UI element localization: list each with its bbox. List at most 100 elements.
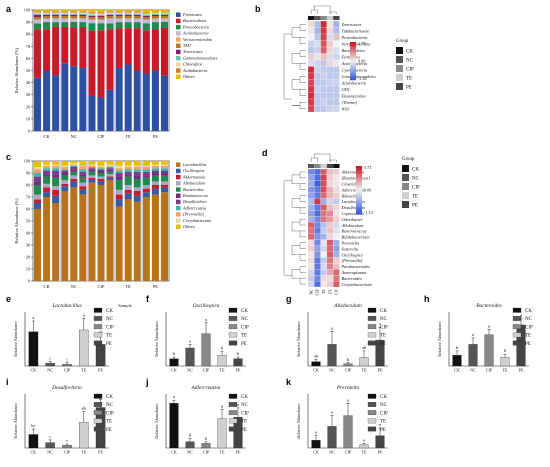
c-bar-segment (70, 169, 78, 172)
h-legend-label: NC (525, 317, 533, 322)
a-bar-segment (43, 29, 51, 71)
b-heat-cell (333, 33, 340, 41)
b-heat-cell (326, 105, 334, 113)
d-group-annotation (320, 164, 327, 168)
d-row-label: Ruminococcus (341, 229, 367, 234)
h-sig-letter: b (504, 348, 507, 353)
d-heat-cell (307, 198, 315, 205)
c-bar-segment (70, 171, 78, 176)
g-legend-label: PE (380, 342, 386, 347)
f-legend-swatch (228, 332, 238, 338)
b-scale-step (350, 47, 356, 50)
d-group-annotation (333, 164, 340, 168)
c-bar-segment (160, 165, 169, 169)
b-dendrogram-branch (299, 50, 306, 57)
a-bar-segment (79, 13, 87, 15)
b-legend-label: PE (406, 86, 412, 91)
b-heat-cell (333, 85, 340, 93)
d-heat-cell (320, 239, 328, 246)
c-xtick-label: CK (44, 284, 51, 289)
c-bar-segment (61, 183, 69, 187)
b-heat-cell (307, 105, 315, 113)
c-bar-segment (97, 168, 105, 170)
b-heat-cell (314, 105, 321, 113)
a-bar-segment (124, 18, 132, 23)
d-heat-cell (326, 210, 334, 217)
e-legend-swatch (93, 332, 103, 338)
c-ytick-label: 60 (26, 207, 30, 212)
d-heat-cell (326, 281, 334, 288)
d-group-annotation (326, 164, 334, 168)
b-heat-cell (307, 92, 315, 100)
b-heat-cell (314, 92, 321, 100)
d-col-dendrogram (329, 159, 337, 162)
c-bar-segment (106, 177, 114, 181)
a-bar-segment (61, 22, 69, 27)
d-dendrogram-branch (299, 266, 306, 273)
d-scale-step (356, 182, 362, 186)
b-row-label: Gemmatimonadetes (342, 74, 376, 79)
a-bar-segment (97, 15, 105, 18)
d-heat-cell (326, 216, 334, 223)
d-heat-cell (307, 281, 315, 288)
d-heat-cell (307, 222, 315, 229)
a-bar-segment (133, 14, 141, 17)
c-bar-segment (79, 186, 87, 190)
h-legend-swatch (512, 340, 522, 346)
d-scale-step (356, 173, 362, 176)
c-bar-segment (61, 173, 69, 176)
a-bar-segment (97, 14, 105, 16)
i-sig-letter: bc (31, 423, 35, 428)
h-xtick-label: PE (519, 368, 524, 373)
b-heat-cell (307, 20, 315, 28)
c-bar-segment (79, 169, 87, 172)
g-legend-swatch (367, 324, 377, 330)
b-dendrogram-branch (299, 102, 306, 109)
j-legend-label: NC (241, 403, 249, 408)
c-bar-segment (61, 186, 69, 191)
b-dendrogram-branch (291, 79, 300, 90)
c-bar-segment (142, 175, 150, 178)
f-xtick-label: NC (187, 368, 193, 373)
a-bar-segment (106, 16, 114, 19)
a-legend-label: Proteobacteria (182, 24, 209, 29)
c-legend-label: Desulfovibrio (182, 199, 207, 204)
b-heat-cell (320, 40, 328, 48)
b-scale-step (350, 57, 356, 60)
c-bar-segment (61, 169, 69, 171)
k-bar (343, 415, 353, 449)
j-legend-swatch (228, 410, 238, 416)
b-heat-cell (314, 46, 321, 54)
c-xtick-label: TE (126, 284, 132, 289)
c-bar-segment (160, 170, 169, 173)
a-group-gap (113, 10, 116, 131)
b-scale-label: 0.00 (358, 59, 365, 64)
d-scale-step (356, 185, 362, 188)
a-bar-segment (115, 16, 123, 19)
f-legend-label: CK (241, 309, 248, 314)
d-heat-cell (326, 263, 334, 270)
j-legend-label: CIP (241, 411, 249, 416)
a-bar-segment (33, 12, 42, 14)
f-legend-label: NC (241, 317, 249, 322)
b-heat-cell (314, 59, 321, 67)
i-legend-swatch (93, 393, 103, 399)
b-legend-swatch (396, 83, 403, 90)
c-bar-segment (97, 181, 105, 185)
c-ylabel: Relative Abundance (%) (14, 198, 19, 244)
d-heat-cell (320, 222, 328, 229)
c-legend-swatch (176, 181, 181, 186)
b-heat-cell (307, 59, 315, 67)
a-bar-segment (160, 11, 169, 13)
i-legend-swatch (93, 402, 103, 407)
a-bar-segment (124, 10, 132, 12)
b-group-annotation (314, 16, 321, 20)
a-bar-segment (133, 13, 141, 15)
e-bar (62, 364, 72, 367)
c-bar-segment (106, 165, 114, 167)
a-bar-segment (106, 18, 114, 24)
b-row-label: Elusimicrobia (341, 94, 366, 99)
a-bar-segment (160, 18, 169, 22)
a-bar-segment (43, 13, 51, 15)
